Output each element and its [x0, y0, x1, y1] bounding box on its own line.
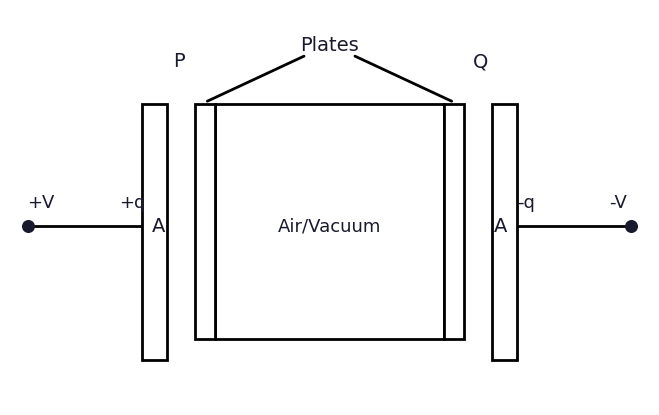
Bar — [492, 105, 517, 360]
Bar — [142, 105, 167, 360]
Text: A: A — [494, 217, 507, 236]
Text: -V: -V — [610, 194, 627, 212]
Text: Plates: Plates — [300, 36, 359, 55]
Text: +V: +V — [27, 194, 55, 212]
Bar — [215, 105, 444, 339]
Bar — [444, 105, 464, 339]
Text: A: A — [152, 217, 165, 236]
Point — [626, 223, 637, 229]
Text: P: P — [173, 52, 185, 71]
Text: Q: Q — [473, 52, 488, 71]
Bar — [195, 105, 215, 339]
Text: -q: -q — [517, 194, 535, 212]
Point — [22, 223, 33, 229]
Text: +q: +q — [119, 194, 146, 212]
Text: Air/Vacuum: Air/Vacuum — [278, 217, 381, 235]
